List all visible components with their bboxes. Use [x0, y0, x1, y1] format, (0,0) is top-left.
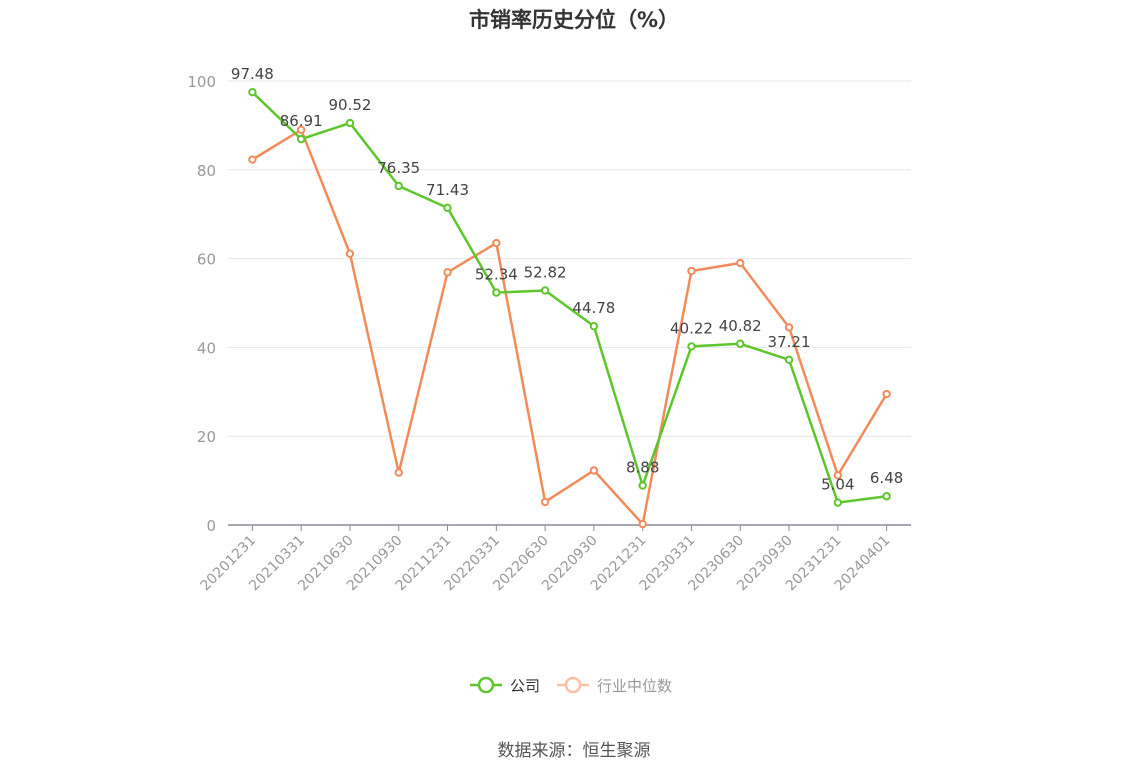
company-point	[345, 118, 355, 128]
data-label: 40.22	[670, 319, 713, 337]
industry-median-point	[736, 258, 745, 268]
legend-marker-icon	[564, 676, 582, 694]
data-label: 90.52	[328, 96, 371, 114]
industry-median-point	[638, 519, 647, 529]
grid-layer	[228, 80, 911, 437]
data-label: 8.88	[626, 459, 659, 477]
industry-median-point	[443, 268, 452, 277]
data-label: 40.82	[719, 317, 762, 335]
company-point	[589, 321, 599, 331]
industry-median-point	[882, 389, 891, 399]
industry-median-point	[296, 125, 306, 135]
y-tick-label: 100	[187, 73, 216, 91]
chart-title: 市销率历史分位（%）	[468, 8, 680, 32]
data-label: 52.34	[475, 266, 518, 284]
y-tick-label: 80	[197, 162, 216, 180]
legend-label: 公司	[510, 677, 540, 695]
company-point	[833, 498, 843, 507]
industry-median-point	[687, 266, 696, 276]
y-tick-label: 40	[197, 339, 216, 357]
data-label: 86.91	[280, 112, 323, 130]
legend-item-company[interactable]: 公司	[470, 676, 540, 695]
industry-median-point	[833, 471, 843, 480]
industry-median-point	[589, 466, 599, 475]
company-point	[540, 286, 550, 295]
data-label: 97.48	[231, 65, 274, 83]
company-point	[492, 288, 501, 297]
data-source: 数据来源：恒生聚源	[497, 741, 651, 761]
industry-median-point	[394, 468, 403, 477]
industry-median-point	[248, 155, 257, 164]
company-point	[784, 355, 794, 364]
company-point	[394, 181, 403, 191]
data-label: 6.48	[870, 469, 903, 487]
data-label: 37.21	[768, 333, 811, 351]
industry-median-point	[345, 249, 355, 258]
industry-median-series-line	[251, 128, 888, 526]
company-point	[882, 492, 891, 501]
data-label-layer: 97.48 86.91 90.52 76.35 71.43 52.34 52.82 44.78…	[231, 65, 903, 493]
data-label: 76.35	[377, 159, 420, 177]
data-label: 71.43	[426, 181, 469, 199]
company-point	[443, 203, 452, 213]
series-layer	[248, 87, 891, 529]
y-tick-label: 20	[197, 428, 216, 446]
legend-label: 行业中位数	[597, 677, 672, 695]
company-point	[638, 481, 647, 490]
data-label: 5.04	[821, 476, 854, 494]
company-point	[736, 339, 745, 348]
data-label: 44.78	[572, 299, 615, 317]
industry-median-point	[540, 497, 550, 507]
data-label: 52.82	[524, 263, 567, 281]
legend[interactable]: 公司 行业中位数	[470, 676, 672, 695]
legend-item-industry-median[interactable]: 行业中位数	[557, 676, 672, 695]
company-series-line	[251, 91, 887, 504]
legend-marker-icon	[477, 676, 495, 694]
y-tick-label: 60	[197, 251, 216, 269]
company-point	[296, 134, 306, 144]
y-tick-label: 0	[206, 517, 216, 535]
company-point	[687, 342, 696, 351]
company-point	[248, 87, 257, 97]
industry-median-point	[784, 323, 794, 332]
industry-median-point	[492, 238, 501, 248]
